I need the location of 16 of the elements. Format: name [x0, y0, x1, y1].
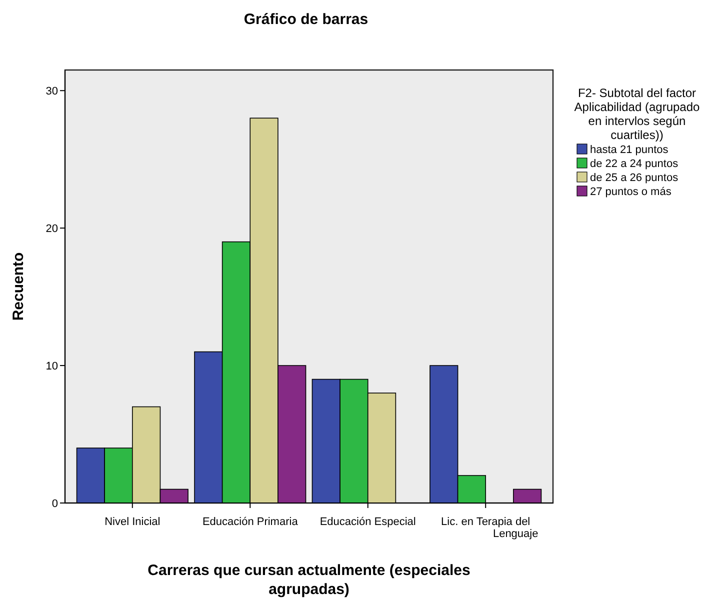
legend-label: hasta 21 puntos: [590, 144, 669, 156]
x-tick-label: Educación Especial: [320, 516, 416, 528]
y-tick-label: 30: [46, 85, 58, 98]
y-tick-label: 0: [52, 498, 58, 510]
x-axis-title: Carreras que cursan actualmente (especiales agrupadas): [148, 562, 470, 598]
legend-label: de 25 a 26 puntos: [590, 172, 679, 184]
y-tick-label: 20: [46, 222, 58, 235]
legend-title: F2- Subtotal del factor Aplicabilidad (agrupado en intervlos según cuartiles)): [574, 86, 700, 142]
chart-title: Gráfico de barras: [244, 11, 368, 28]
legend-label: de 22 a 24 puntos: [590, 158, 679, 170]
y-tick-label: 10: [46, 360, 58, 372]
x-tick-label: Educación Primaria: [202, 516, 299, 528]
x-tick-label: Nivel Inicial: [104, 516, 160, 528]
y-axis-title: Recuento: [10, 252, 27, 321]
legend-label: 27 puntos o más: [590, 186, 672, 198]
x-tick-label: Lic. en Terapia del Lenguaje: [441, 516, 538, 540]
